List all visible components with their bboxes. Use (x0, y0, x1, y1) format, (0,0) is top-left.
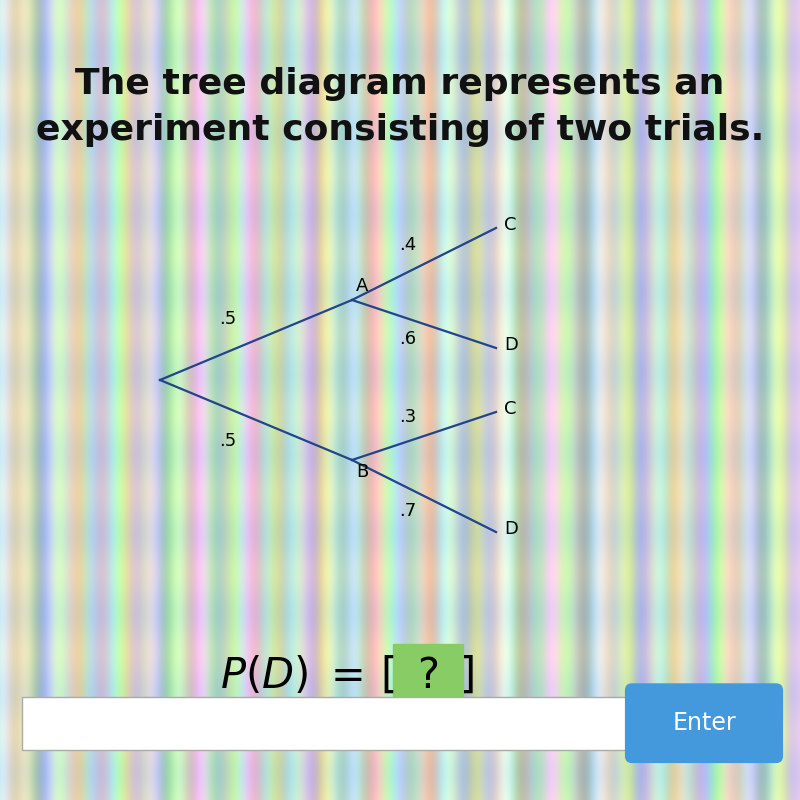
Text: .5: .5 (218, 310, 236, 328)
Text: .6: .6 (399, 330, 416, 349)
Text: ]: ] (460, 655, 476, 697)
Text: D: D (504, 336, 518, 354)
Text: [: [ (380, 655, 396, 697)
Text: C: C (504, 216, 517, 234)
Text: =: = (330, 655, 366, 697)
Text: The tree diagram represents an: The tree diagram represents an (75, 67, 725, 101)
FancyBboxPatch shape (22, 697, 626, 750)
Text: .3: .3 (398, 408, 416, 426)
Text: Enter: Enter (672, 711, 736, 735)
Text: $P(D)$: $P(D)$ (220, 655, 308, 697)
Text: .4: .4 (398, 237, 416, 254)
Text: B: B (356, 463, 368, 481)
FancyBboxPatch shape (393, 644, 463, 708)
Text: experiment consisting of two trials.: experiment consisting of two trials. (36, 113, 764, 146)
Text: .7: .7 (398, 502, 416, 520)
Text: D: D (504, 520, 518, 538)
Text: A: A (356, 278, 368, 295)
Text: C: C (504, 400, 517, 418)
Text: ?: ? (417, 655, 439, 697)
Text: .5: .5 (218, 432, 236, 450)
FancyBboxPatch shape (626, 684, 782, 762)
